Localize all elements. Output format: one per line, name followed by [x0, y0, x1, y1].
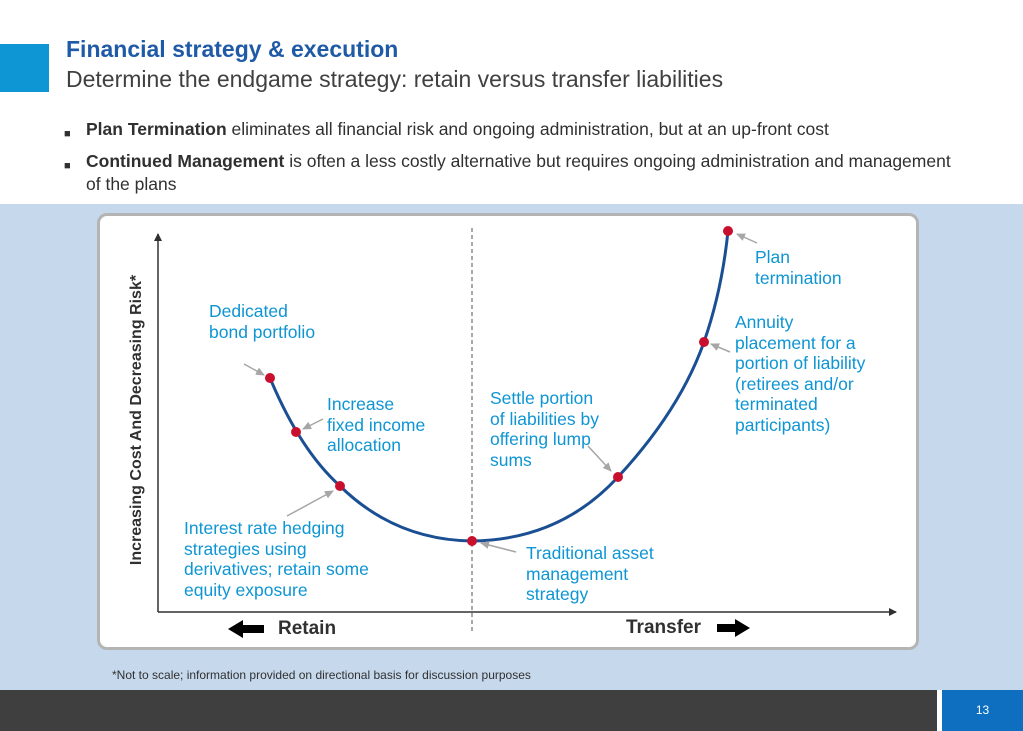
- point-label-line: Interest rate hedging: [184, 518, 345, 538]
- bullet-square-icon: ■: [64, 128, 71, 140]
- footer-bar: [0, 690, 937, 731]
- point-label-line: bond portfolio: [209, 321, 316, 342]
- point-label-plan-termination: Plan termination: [755, 247, 842, 288]
- point-label-line: allocation: [327, 435, 401, 455]
- point-label-line: strategy: [526, 584, 589, 604]
- point-dedicated-bond-portfolio: [265, 373, 275, 383]
- strategy-curve: [268, 230, 730, 543]
- bullet-text: eliminates all financial risk and ongoin…: [226, 119, 829, 139]
- point-label-line: terminated: [735, 394, 818, 414]
- page-subtitle: Determine the endgame strategy: retain v…: [66, 66, 724, 92]
- pointer-arrow: [710, 343, 731, 353]
- point-label-line: portion of liability: [735, 353, 866, 373]
- point-label-line: Settle portion: [490, 388, 594, 408]
- point-annuity-placement: [699, 337, 709, 347]
- point-label-line: Annuity: [735, 312, 794, 332]
- point-label-line: termination: [755, 267, 842, 288]
- point-traditional-asset-management: [467, 536, 477, 546]
- bullet-list: ■ Plan Termination eliminates all financ…: [64, 118, 964, 205]
- point-label-line: Traditional asset: [526, 543, 654, 563]
- bullet-text: is often a less costly alternative but r…: [86, 151, 951, 194]
- bullet-bold-text: Plan Termination: [86, 119, 227, 139]
- point-label-line: sums: [490, 449, 532, 470]
- bullet-bold-text: Continued Management: [86, 151, 285, 171]
- page-number-box: 13: [942, 690, 1023, 731]
- point-label-line: management: [526, 563, 629, 584]
- pointer-arrows: [243, 233, 758, 553]
- pointer-arrow: [286, 490, 334, 517]
- point-increase-fixed-income: [291, 427, 301, 437]
- point-label-dedicated-bond-portfolio: Dedicated bond portfolio: [209, 301, 315, 342]
- pointer-arrow: [302, 418, 324, 430]
- transfer-label: Transfer: [626, 617, 701, 638]
- bullet-item: ■ Plan Termination eliminates all financ…: [64, 118, 964, 141]
- point-label-line: Dedicated: [209, 301, 288, 321]
- footnote: *Not to scale; information provided on d…: [112, 668, 531, 682]
- retain-arrow-icon: [228, 620, 264, 638]
- point-label-line: (retirees and/or: [735, 373, 854, 394]
- point-label-line: derivatives; retain some: [184, 559, 369, 579]
- pointer-arrow: [587, 445, 612, 472]
- bullet-square-icon: ■: [64, 160, 71, 172]
- strategy-points: [265, 226, 733, 546]
- point-label-line: offering lump: [490, 429, 591, 449]
- point-settle-lump-sums: [613, 472, 623, 482]
- transfer-arrow-icon: [717, 619, 750, 637]
- point-label-line: Plan: [755, 247, 791, 267]
- pointer-arrow: [480, 541, 517, 553]
- point-interest-rate-hedging: [335, 481, 345, 491]
- title-accent-bar: [0, 44, 49, 92]
- pointer-arrow: [243, 363, 265, 376]
- bullet-item: ■ Continued Management is often a less c…: [64, 150, 964, 196]
- retain-label: Retain: [278, 618, 337, 639]
- point-label-line: of liabilities by: [490, 408, 599, 429]
- point-label-settle-lump-sums: Settle portion of liabilities by offering …: [490, 388, 599, 470]
- pointer-arrow: [736, 233, 758, 244]
- point-label-annuity-placement: Annuity placement for a portion of liabili…: [735, 312, 865, 435]
- point-label-increase-fixed-income: Increase fixed income allocation: [327, 394, 425, 456]
- point-label-line: Increase: [327, 394, 395, 414]
- page-number: 13: [975, 703, 990, 717]
- point-label-line: strategies using: [184, 538, 307, 559]
- point-label-line: placement for a: [735, 332, 856, 353]
- point-label-interest-rate-hedging: Interest rate hedging strategies using der…: [184, 518, 369, 600]
- point-label-line: equity exposure: [184, 579, 308, 600]
- diagram-panel: [97, 213, 919, 650]
- point-label-line: fixed income: [327, 414, 426, 435]
- point-label-traditional-asset-management: Traditional asset management strategy: [526, 543, 654, 605]
- y-axis-label: Increasing Cost And Decreasing Risk*: [128, 274, 145, 566]
- point-plan-termination: [723, 226, 733, 236]
- point-label-line: participants): [735, 414, 831, 435]
- page-title: Financial strategy & execution: [66, 36, 399, 62]
